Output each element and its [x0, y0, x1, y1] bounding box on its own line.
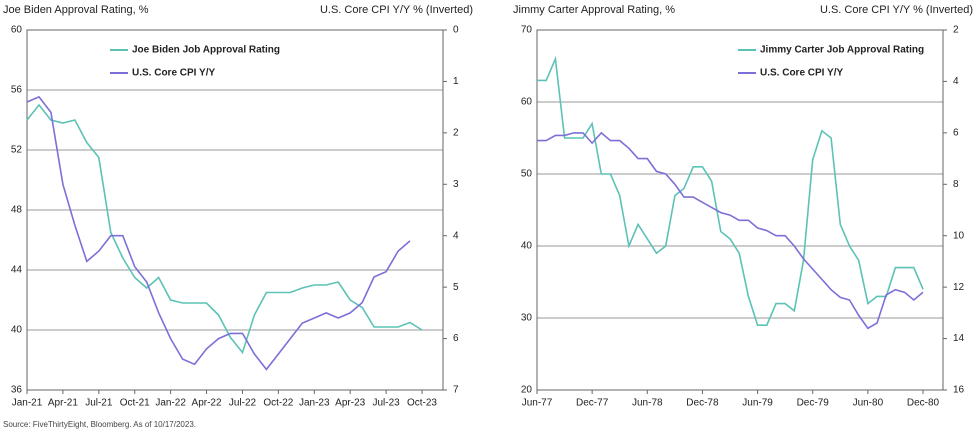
y2-tick-label: 16 [953, 385, 965, 396]
y-tick-label: 48 [11, 205, 23, 216]
x-tick-label: Apr-21 [48, 398, 78, 409]
y2-tick-label: 8 [953, 179, 959, 190]
x-tick-label: Oct-22 [263, 398, 293, 409]
legend-label: Jimmy Carter Job Approval Rating [760, 45, 924, 56]
y2-tick-label: 3 [453, 179, 459, 190]
x-tick-label: Jul-22 [229, 398, 257, 409]
x-tick-label: Jun-77 [522, 398, 553, 409]
y2-tick-label: 14 [953, 333, 965, 344]
chart-title: Jimmy Carter Approval Rating, % [513, 4, 675, 16]
y2-axis-title: U.S. Core CPI Y/Y % (Inverted) [320, 4, 473, 16]
x-tick-label: Jul-23 [372, 398, 400, 409]
y2-tick-label: 7 [453, 385, 459, 396]
y2-tick-label: 0 [453, 25, 459, 36]
x-tick-label: Dec-80 [907, 398, 940, 409]
y-tick-label: 20 [521, 385, 533, 396]
y-tick-label: 44 [11, 265, 23, 276]
y-tick-label: 30 [521, 313, 533, 324]
legend-label: U.S. Core CPI Y/Y [132, 68, 216, 79]
y2-tick-label: 6 [453, 333, 459, 344]
x-tick-label: Jul-21 [85, 398, 113, 409]
y-tick-label: 40 [11, 325, 23, 336]
series-line [26, 95, 411, 371]
x-tick-label: Dec-77 [576, 398, 609, 409]
series-line [537, 131, 924, 330]
chart-title: Joe Biden Approval Rating, % [3, 4, 149, 16]
y-tick-label: 50 [521, 169, 533, 180]
y-tick-label: 60 [11, 25, 23, 36]
y-tick-label: 70 [521, 25, 533, 36]
y-tick-label: 56 [11, 85, 23, 96]
y2-tick-label: 12 [953, 282, 965, 293]
x-tick-label: Jun-79 [742, 398, 773, 409]
plot-frame [26, 29, 444, 391]
y2-tick-label: 2 [453, 127, 459, 138]
y-tick-label: 40 [521, 241, 533, 252]
y2-tick-label: 2 [953, 25, 959, 36]
y-tick-label: 60 [521, 97, 533, 108]
y2-tick-label: 6 [953, 127, 959, 138]
x-tick-label: Dec-79 [797, 398, 830, 409]
x-tick-label: Jan-22 [155, 398, 186, 409]
x-tick-label: Apr-23 [335, 398, 365, 409]
y2-tick-label: 1 [453, 76, 459, 87]
y2-tick-label: 4 [953, 76, 959, 87]
series-line [26, 103, 423, 355]
x-tick-label: Oct-23 [407, 398, 437, 409]
y-tick-label: 36 [11, 385, 23, 396]
x-tick-label: Jun-80 [853, 398, 884, 409]
x-tick-label: Jun-78 [632, 398, 663, 409]
y2-tick-label: 10 [953, 230, 965, 241]
x-tick-label: Jan-23 [299, 398, 330, 409]
x-tick-label: Apr-22 [192, 398, 222, 409]
legend-label: U.S. Core CPI Y/Y [760, 68, 844, 79]
plot-frame [536, 29, 944, 391]
y2-tick-label: 4 [453, 230, 459, 241]
legend-label: Joe Biden Job Approval Rating [132, 45, 280, 56]
series-line [537, 55, 924, 326]
source-note: Source: FiveThirtyEight, Bloomberg. As o… [3, 420, 196, 429]
x-tick-label: Jan-21 [12, 398, 43, 409]
y2-axis-title: U.S. Core CPI Y/Y % (Inverted) [820, 4, 973, 16]
y2-tick-label: 5 [453, 282, 459, 293]
x-tick-label: Dec-78 [686, 398, 719, 409]
x-tick-label: Oct-21 [120, 398, 150, 409]
y-tick-label: 52 [11, 145, 23, 156]
